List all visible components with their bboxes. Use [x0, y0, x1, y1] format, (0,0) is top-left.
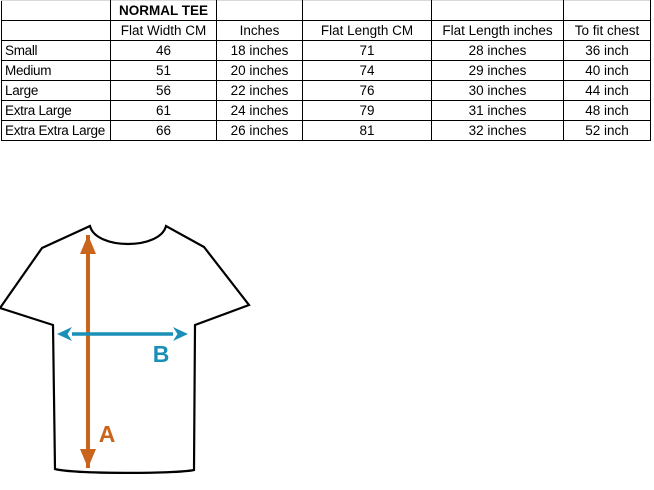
- svg-text:A: A: [99, 421, 116, 447]
- svg-text:B: B: [153, 341, 170, 367]
